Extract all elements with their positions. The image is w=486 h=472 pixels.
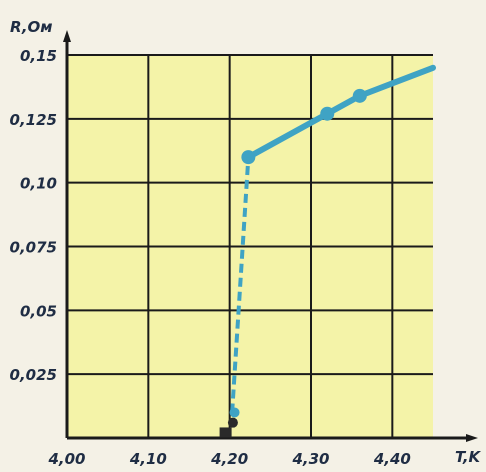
y-tick-label: 0,15 xyxy=(20,47,57,65)
y-axis-label: R,Ом xyxy=(10,18,53,36)
y-tick-label: 0,125 xyxy=(10,111,57,129)
x-tick-label: 4,40 xyxy=(373,450,411,468)
axes xyxy=(63,30,478,442)
series-group xyxy=(219,64,436,438)
x-tick-label: 4,10 xyxy=(129,450,167,468)
y-tick-label: 0,05 xyxy=(20,302,57,320)
x-axis-label: T,K xyxy=(455,448,482,466)
data-point xyxy=(229,407,240,418)
x-tick-label: 4,30 xyxy=(291,450,329,468)
y-tick-label: 0,10 xyxy=(20,175,57,193)
x-axis-arrow xyxy=(466,434,478,442)
x-tick-label: 4,20 xyxy=(210,450,248,468)
grid xyxy=(67,54,433,438)
transition-line xyxy=(230,157,251,413)
data-point xyxy=(352,88,367,103)
data-point xyxy=(219,427,232,438)
resistance-line xyxy=(245,64,436,161)
y-tick-label: 0,075 xyxy=(10,239,57,257)
data-point xyxy=(320,106,335,121)
tick-labels: 4,00 4,10 4,20 4,30 4,40 0,025 0,05 0,075 0,10 0,… xyxy=(10,47,411,468)
y-tick-label: 0,025 xyxy=(10,366,57,384)
y-axis-arrow xyxy=(63,30,71,42)
x-tick-label: 4,00 xyxy=(47,450,85,468)
data-point xyxy=(227,417,238,428)
